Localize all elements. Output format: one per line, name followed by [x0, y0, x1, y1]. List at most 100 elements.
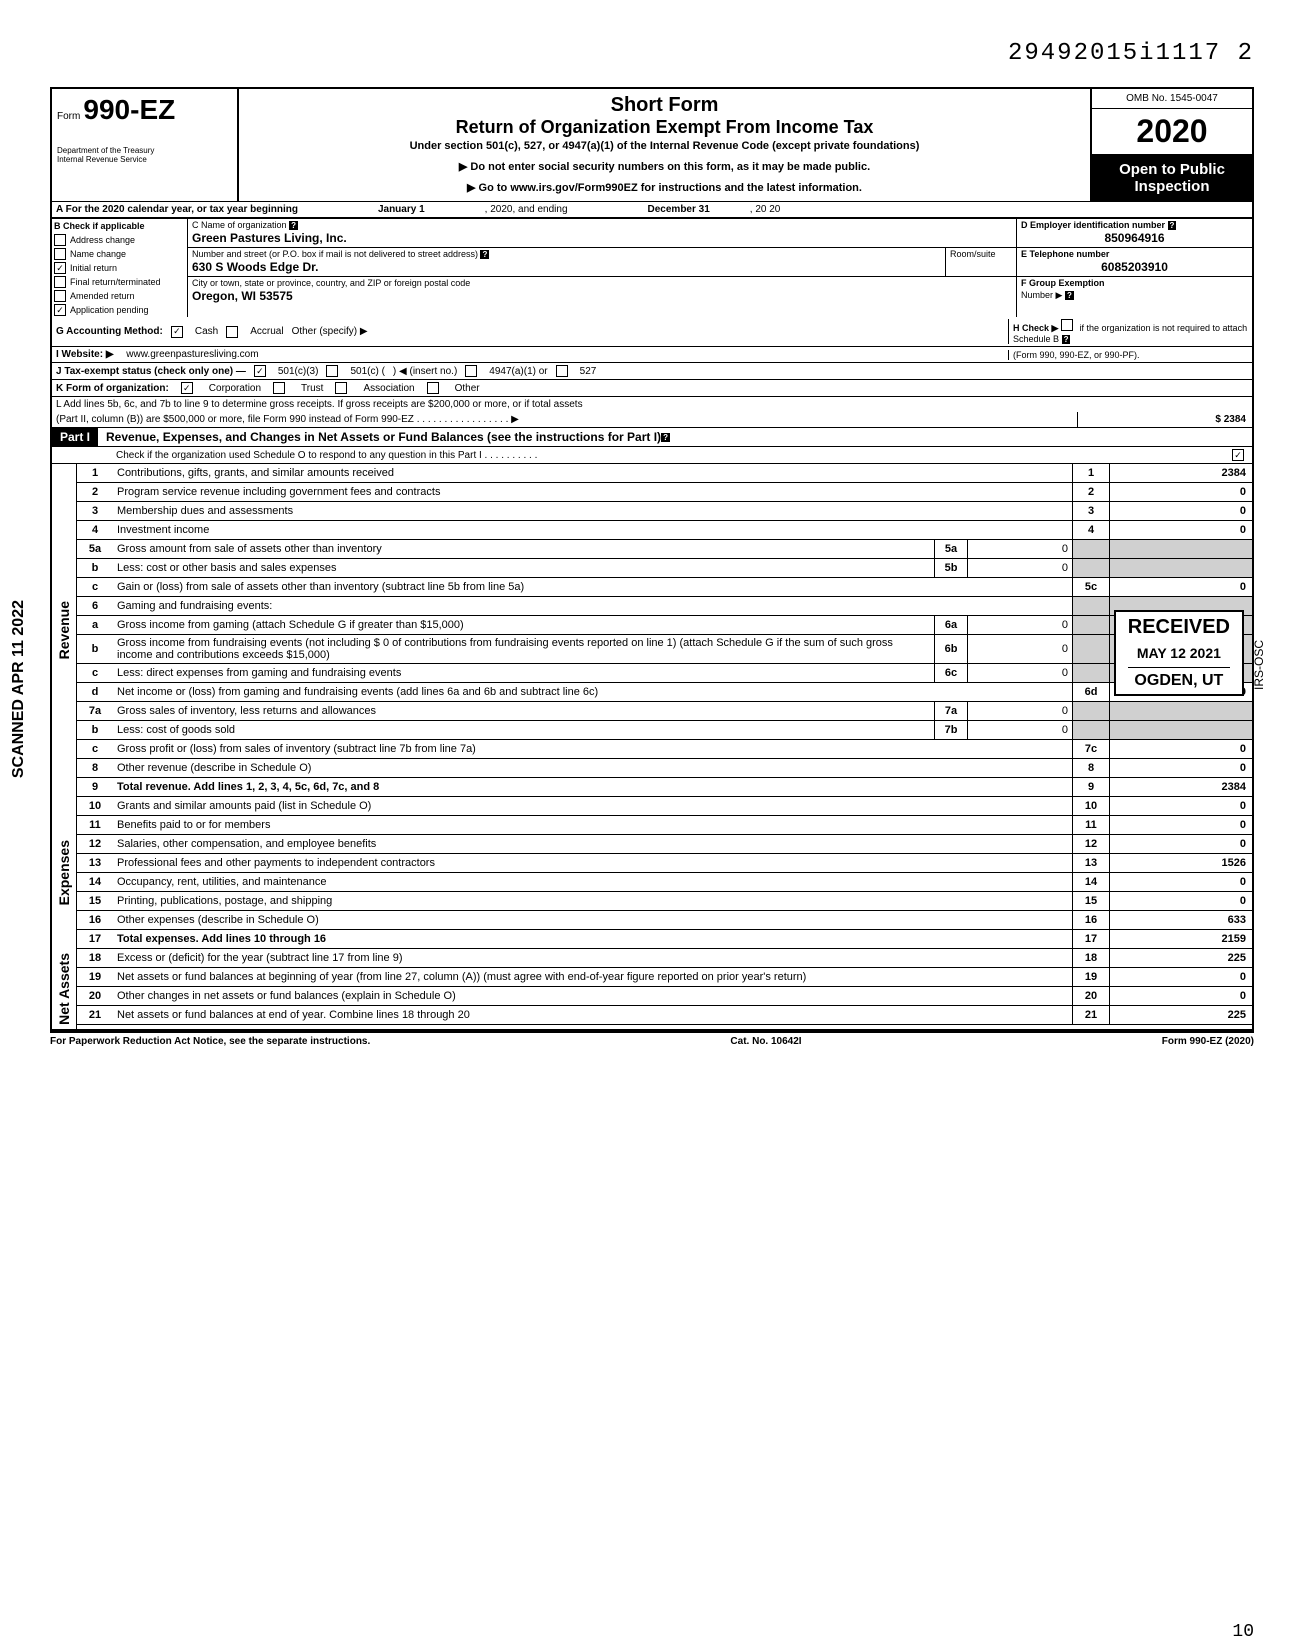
irs-osc-label: IRS-OSC [1252, 640, 1266, 690]
form-line-d: dNet income or (loss) from gaming and fu… [77, 683, 1252, 702]
checkbox-other-org[interactable] [427, 382, 439, 394]
row-g-accounting: G Accounting Method: ✓Cash Accrual Other… [50, 317, 1254, 347]
form-line-c: cGain or (loss) from sale of assets othe… [77, 578, 1252, 597]
form-line-15: 15Printing, publications, postage, and s… [77, 892, 1252, 911]
form-ref: Form 990-EZ (2020) [1162, 1036, 1254, 1047]
form-line-5a: 5aGross amount from sale of assets other… [77, 540, 1252, 559]
ssn-warning: ▶ Do not enter social security numbers o… [249, 160, 1080, 173]
ein-label: D Employer identification number [1021, 220, 1165, 230]
checkbox-address-change[interactable] [54, 234, 66, 246]
section-a-tax-year: A For the 2020 calendar year, or tax yea… [50, 201, 1254, 219]
checkbox-cash[interactable]: ✓ [171, 326, 183, 338]
form-line-14: 14Occupancy, rent, utilities, and mainte… [77, 873, 1252, 892]
checkbox-final-return[interactable] [54, 276, 66, 288]
part-1-header: Part I Revenue, Expenses, and Changes in… [50, 428, 1254, 447]
form-line-16: 16Other expenses (describe in Schedule O… [77, 911, 1252, 930]
omb-number: OMB No. 1545-0047 [1092, 89, 1252, 109]
group-exemption-label: F Group Exemption [1017, 277, 1252, 289]
page-number: 10 [1232, 1622, 1254, 1642]
paperwork-notice: For Paperwork Reduction Act Notice, see … [50, 1036, 370, 1047]
ein-value: 850964916 [1017, 231, 1252, 247]
checkbox-schedule-b[interactable] [1061, 319, 1073, 331]
form-line-2: 2Program service revenue including gover… [77, 483, 1252, 502]
checkbox-initial-return[interactable]: ✓ [54, 262, 66, 274]
form-number: 990-EZ [83, 94, 175, 125]
form-line-21: 21Net assets or fund balances at end of … [77, 1006, 1252, 1025]
checkbox-amended[interactable] [54, 290, 66, 302]
room-label: Room/suite [946, 248, 1016, 260]
help-icon[interactable]: ? [1062, 335, 1071, 344]
form-line-3: 3Membership dues and assessments30 [77, 502, 1252, 521]
street-address: 630 S Woods Edge Dr. [188, 260, 945, 276]
help-icon[interactable]: ? [289, 221, 298, 230]
row-j-tax-status: J Tax-exempt status (check only one) — ✓… [50, 363, 1254, 380]
org-info-grid: B Check if applicable Address change Nam… [50, 219, 1254, 317]
form-line-b: bLess: cost of goods sold7b0 [77, 721, 1252, 740]
return-title: Return of Organization Exempt From Incom… [249, 117, 1080, 138]
form-line-10: 10Grants and similar amounts paid (list … [77, 797, 1252, 816]
document-number: 29492015i1117 2 [50, 40, 1254, 67]
help-icon[interactable]: ? [661, 433, 670, 442]
part-1-check: Check if the organization used Schedule … [50, 447, 1254, 464]
row-l-gross-receipts: L Add lines 5b, 6c, and 7b to line 9 to … [50, 397, 1254, 428]
form-line-a: aGross income from gaming (attach Schedu… [77, 616, 1252, 635]
scanned-stamp: SCANNED APR 11 2022 [10, 600, 28, 778]
help-icon[interactable]: ? [1065, 291, 1074, 300]
form-line-6: 6Gaming and fundraising events: [77, 597, 1252, 616]
under-section: Under section 501(c), 527, or 4947(a)(1)… [249, 140, 1080, 152]
checkbox-accrual[interactable] [226, 326, 238, 338]
form-line-1: 1Contributions, gifts, grants, and simil… [77, 464, 1252, 483]
goto-link: ▶ Go to www.irs.gov/Form990EZ for instru… [249, 181, 1080, 194]
expenses-section: Expenses 10Grants and similar amounts pa… [50, 797, 1254, 949]
form-line-8: 8Other revenue (describe in Schedule O)8… [77, 759, 1252, 778]
form-line-c: cGross profit or (loss) from sales of in… [77, 740, 1252, 759]
tax-year: 2020 [1092, 109, 1252, 155]
checkbox-pending[interactable]: ✓ [54, 304, 66, 316]
form-line-9: 9Total revenue. Add lines 1, 2, 3, 4, 5c… [77, 778, 1252, 797]
name-label: C Name of organization [192, 220, 287, 230]
form-line-11: 11Benefits paid to or for members110 [77, 816, 1252, 835]
checkbox-corp[interactable]: ✓ [181, 382, 193, 394]
row-i-website: I Website: ▶ www.greenpasturesliving.com… [50, 347, 1254, 363]
form-line-4: 4Investment income40 [77, 521, 1252, 540]
form-line-19: 19Net assets or fund balances at beginni… [77, 968, 1252, 987]
addr-label: Number and street (or P.O. box if mail i… [192, 249, 478, 259]
open-public: Open to Public [1094, 161, 1250, 178]
city-label: City or town, state or province, country… [188, 277, 1016, 289]
checkbox-trust[interactable] [273, 382, 285, 394]
section-b-header: B Check if applicable [52, 219, 187, 233]
help-icon[interactable]: ? [1168, 221, 1177, 230]
form-line-b: bGross income from fundraising events (n… [77, 635, 1252, 664]
checkbox-name-change[interactable] [54, 248, 66, 260]
checkbox-501c[interactable] [326, 365, 338, 377]
phone-label: E Telephone number [1017, 248, 1252, 260]
form-line-17: 17Total expenses. Add lines 10 through 1… [77, 930, 1252, 949]
phone-value: 6085203910 [1017, 260, 1252, 276]
checkbox-527[interactable] [556, 365, 568, 377]
checkbox-assoc[interactable] [335, 382, 347, 394]
form-line-7a: 7aGross sales of inventory, less returns… [77, 702, 1252, 721]
net-assets-section: Net Assets 18Excess or (deficit) for the… [50, 949, 1254, 1031]
expenses-label: Expenses [54, 836, 74, 909]
form-line-13: 13Professional fees and other payments t… [77, 854, 1252, 873]
form-header: Form 990-EZ Department of the Treasury I… [50, 87, 1254, 201]
received-stamp: RECEIVED MAY 12 2021 OGDEN, UT [1114, 610, 1244, 696]
form-line-c: cLess: direct expenses from gaming and f… [77, 664, 1252, 683]
short-form-title: Short Form [249, 94, 1080, 117]
form-line-18: 18Excess or (deficit) for the year (subt… [77, 949, 1252, 968]
form-line-b: bLess: cost or other basis and sales exp… [77, 559, 1252, 578]
net-assets-label: Net Assets [54, 949, 74, 1029]
checkbox-501c3[interactable]: ✓ [254, 365, 266, 377]
city-state-zip: Oregon, WI 53575 [188, 289, 1016, 305]
checkbox-schedule-o[interactable]: ✓ [1232, 449, 1244, 461]
help-icon[interactable]: ? [480, 250, 489, 259]
revenue-label: Revenue [54, 597, 74, 663]
form-label: Form [57, 111, 80, 122]
form-line-20: 20Other changes in net assets or fund ba… [77, 987, 1252, 1006]
org-name: Green Pastures Living, Inc. [188, 231, 1016, 247]
checkbox-4947[interactable] [465, 365, 477, 377]
dept-treasury: Department of the Treasury Internal Reve… [57, 146, 232, 164]
row-k-org-form: K Form of organization: ✓Corporation Tru… [50, 380, 1254, 397]
number-label: Number ▶ [1021, 290, 1062, 300]
form-line-12: 12Salaries, other compensation, and empl… [77, 835, 1252, 854]
